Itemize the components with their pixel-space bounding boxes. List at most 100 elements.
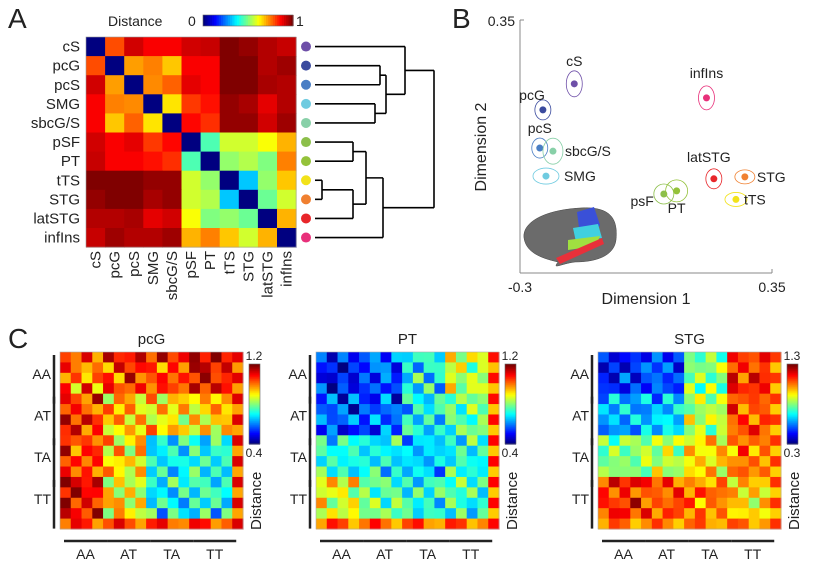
heatmap-cell xyxy=(455,508,468,520)
heatmap-cell xyxy=(162,228,182,248)
heatmap-cell xyxy=(434,393,446,405)
heatmap-cell xyxy=(277,94,297,114)
heatmap-cell xyxy=(316,456,328,468)
confidence-ellipse xyxy=(698,85,715,111)
colorbar-swatch xyxy=(505,408,516,411)
heatmap-cell xyxy=(210,414,222,426)
heatmap-cell xyxy=(359,456,371,468)
heatmap-cell xyxy=(146,456,158,468)
heatmap-cell xyxy=(232,393,244,405)
heatmap-cell xyxy=(359,445,371,457)
colorbar-swatch xyxy=(249,378,260,381)
heatmap-cell xyxy=(316,352,328,363)
heatmap-cell xyxy=(135,352,147,363)
colorbar-swatch xyxy=(249,406,260,409)
heatmap-cell xyxy=(705,372,717,384)
heatmap-cell xyxy=(156,393,169,405)
heatmap-cell xyxy=(146,393,158,405)
heatmap-cell xyxy=(716,352,728,363)
heatmap-cell xyxy=(423,508,435,520)
heatmap-cell xyxy=(326,414,339,426)
heatmap-cell xyxy=(737,404,750,415)
point-label: cS xyxy=(566,53,582,69)
heatmap-cell xyxy=(337,362,349,374)
heatmap-cell xyxy=(219,228,240,248)
heatmap-cell xyxy=(391,372,403,384)
heatmap-cell xyxy=(86,151,106,172)
heatmap-cell xyxy=(748,404,760,415)
heatmap-cell xyxy=(759,383,771,395)
colorbar-swatch xyxy=(787,372,798,375)
heatmap-cell xyxy=(770,518,782,530)
heatmap-cell xyxy=(178,404,190,415)
heatmap-cell xyxy=(316,466,328,478)
heatmap-cell xyxy=(412,445,425,457)
heatmap-cell xyxy=(705,414,717,426)
heatmap-cell xyxy=(402,508,414,520)
colorbar-swatch xyxy=(787,412,798,415)
heatmap-cell xyxy=(199,383,212,395)
y-tick-label: 0.35 xyxy=(488,13,515,29)
colorbar-swatch xyxy=(249,434,260,437)
heatmap-cell xyxy=(684,476,696,488)
heatmap-cell xyxy=(673,456,685,468)
colorbar-swatch xyxy=(241,15,245,26)
heatmap-cell xyxy=(380,414,392,426)
heatmap-cell xyxy=(455,352,468,363)
heatmap-cell xyxy=(60,518,72,530)
heatmap-cell xyxy=(238,189,259,210)
heatmap-cell xyxy=(608,424,621,436)
heatmap-cell xyxy=(326,352,339,363)
heatmap-cell xyxy=(684,383,696,395)
heatmap-cell xyxy=(466,352,478,363)
colorbar-label: Distance xyxy=(248,472,265,530)
heatmap-cell xyxy=(641,456,653,468)
heatmap-cell xyxy=(445,518,457,530)
heatmap-cell xyxy=(705,518,717,530)
heatmap-cell xyxy=(348,414,360,426)
heatmap-cell xyxy=(423,518,435,530)
colorbar-swatch xyxy=(230,15,233,26)
heatmap-cell xyxy=(737,476,750,488)
heatmap-cell xyxy=(86,75,106,95)
heatmap-cell xyxy=(81,445,93,457)
heatmap-cell xyxy=(662,445,674,457)
scatter-point xyxy=(536,144,544,152)
heatmap-cell xyxy=(189,476,201,488)
colorbar-swatch xyxy=(249,374,260,377)
heatmap-cell xyxy=(81,518,93,530)
heatmap-cell xyxy=(337,518,349,530)
heatmap-cell xyxy=(673,466,685,478)
heatmap-cell xyxy=(455,445,468,457)
heatmap-cell xyxy=(135,466,147,478)
heatmap-cell xyxy=(369,497,382,509)
heatmap-cell xyxy=(221,372,233,384)
heatmap-cell xyxy=(81,435,93,447)
heatmap-cell xyxy=(673,424,685,436)
heatmap-cell xyxy=(759,466,771,478)
colorbar-swatch xyxy=(787,392,798,395)
heatmap-cell xyxy=(423,435,435,447)
heatmap-cell xyxy=(232,487,244,499)
heatmap-cell xyxy=(200,170,221,191)
heatmap-cell xyxy=(641,487,653,499)
colorbar-swatch xyxy=(286,15,290,26)
heatmap-cell xyxy=(92,497,104,509)
cluster-dot xyxy=(301,232,311,243)
heatmap-cell xyxy=(232,497,244,509)
colorbar-swatch xyxy=(505,422,516,425)
heatmap-cell xyxy=(684,414,696,426)
heatmap-cell xyxy=(189,393,201,405)
heatmap-cell xyxy=(466,497,478,509)
heatmap-cell xyxy=(337,372,349,384)
point-label: pcS xyxy=(528,120,552,136)
heatmap-cell xyxy=(92,487,104,499)
heatmap-cell xyxy=(705,497,717,509)
heatmap-cell xyxy=(727,518,739,530)
heatmap-cell xyxy=(199,372,212,384)
heatmap-cell xyxy=(705,393,717,405)
heatmap-cell xyxy=(434,362,446,374)
heatmap-cell xyxy=(705,435,717,447)
heatmap-cell xyxy=(598,456,610,468)
